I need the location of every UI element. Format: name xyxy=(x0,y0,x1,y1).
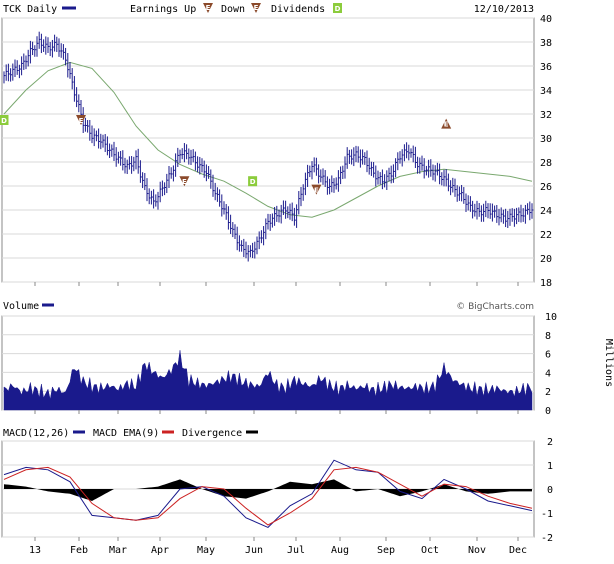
x-tick-label: May xyxy=(197,545,215,556)
svg-text:E: E xyxy=(254,4,259,12)
price-tick-label: 28 xyxy=(540,158,552,169)
price-tick-label: 32 xyxy=(540,110,552,121)
x-tick-label: Jun xyxy=(245,545,263,556)
earnings-down-triangle xyxy=(76,115,86,125)
price-tick-label: 40 xyxy=(540,14,552,25)
x-tick-label: Jul xyxy=(287,545,305,556)
volume-unit-label: Millions xyxy=(603,339,614,387)
event-marker-glyph: E xyxy=(182,178,187,186)
earnings-down-triangle xyxy=(311,184,322,195)
macd-tick-label: 1 xyxy=(547,461,553,472)
event-marker-glyph: D xyxy=(1,117,7,125)
x-tick-label: Sep xyxy=(377,545,395,556)
x-tick-label: Nov xyxy=(468,545,486,556)
price-tick-label: 38 xyxy=(540,38,552,49)
x-tick-label: 13 xyxy=(29,545,41,556)
legend-earnings-up: Earnings Up xyxy=(130,4,196,15)
volume-tick-label: 10 xyxy=(545,312,557,323)
earnings-up-icon: E xyxy=(203,3,213,13)
price-tick-label: 26 xyxy=(540,182,552,193)
bigcharts-credit: © BigCharts.com xyxy=(456,302,534,312)
price-tick-label: 22 xyxy=(540,230,552,241)
event-markers: D E E D E E xyxy=(0,115,452,195)
svg-text:E: E xyxy=(206,4,211,12)
price-grid xyxy=(2,17,534,283)
legend-dividends: Dividends xyxy=(271,4,325,15)
volume-tick-label: 2 xyxy=(545,387,551,398)
dividend-marker: D xyxy=(0,115,9,125)
event-marker-glyph: E xyxy=(444,121,449,129)
volume-title: Volume xyxy=(3,301,39,312)
dividend-marker: D xyxy=(248,176,258,187)
price-tick-label: 34 xyxy=(540,86,552,97)
macd-y-ticks: -2 -1 0 1 2 xyxy=(541,437,553,544)
x-tick-label: Apr xyxy=(151,545,169,556)
event-marker-glyph: E xyxy=(79,117,84,125)
price-tick-label: 24 xyxy=(540,206,552,217)
earnings-down-marker: E xyxy=(179,176,190,187)
volume-tick-label: 6 xyxy=(545,350,551,361)
price-tick-label: 36 xyxy=(540,62,552,73)
earnings-up-marker: E xyxy=(441,118,452,129)
earnings-down-icon: E xyxy=(251,3,261,13)
volume-tick-label: 0 xyxy=(545,406,551,417)
price-bars xyxy=(3,31,534,262)
price-tick-label: 30 xyxy=(540,134,552,145)
macd-ema-line xyxy=(3,466,533,526)
dividend-marker-box xyxy=(248,176,258,187)
earnings-down-marker: E xyxy=(311,184,322,195)
moving-average-line xyxy=(3,61,533,218)
earnings-up-triangle xyxy=(441,118,452,129)
chart-title: TCK Daily xyxy=(3,4,57,15)
x-tick-label: Aug xyxy=(331,545,349,556)
dividend-icon: D xyxy=(333,3,342,13)
macd-line xyxy=(3,459,533,528)
macd-tick-label: 0 xyxy=(547,485,553,496)
macd-panel: -2 -1 0 1 2 MACD(12,26) MACD EMA(9) Divergen… xyxy=(1,428,553,544)
volume-tick-label: 4 xyxy=(545,368,551,379)
x-tick-label: Dec xyxy=(509,545,527,556)
price-y-ticks: 18 20 22 24 26 28 30 32 34 36 38 40 xyxy=(540,14,552,289)
event-marker-glyph: D xyxy=(250,178,256,186)
earnings-down-triangle xyxy=(179,176,190,187)
macd-tick-label: 2 xyxy=(547,437,553,448)
volume-panel: 0 2 4 6 8 10 Volume © BigCharts.com Millions xyxy=(1,301,614,417)
x-tick-label: Mar xyxy=(109,545,127,556)
volume-tick-label: 8 xyxy=(545,331,551,342)
price-tick-label: 20 xyxy=(540,254,552,265)
svg-text:D: D xyxy=(335,5,341,13)
price-tick-label: 18 xyxy=(540,278,552,289)
x-tick-label: Oct xyxy=(421,545,439,556)
earnings-down-marker: E xyxy=(76,115,86,125)
event-marker-glyph: E xyxy=(314,187,319,195)
x-tick-label: Feb xyxy=(70,545,88,556)
volume-y-ticks: 0 2 4 6 8 10 xyxy=(545,312,557,417)
macd-legend-label: MACD(12,26) xyxy=(3,428,69,439)
legend-down: Down xyxy=(221,4,245,15)
chart-date: 12/10/2013 xyxy=(474,4,534,15)
dividend-marker-box xyxy=(0,115,9,125)
price-panel: 18 20 22 24 26 28 30 32 34 36 38 40 D E E D E E TCK Dail… xyxy=(0,3,552,289)
volume-area xyxy=(3,350,533,411)
divergence-area xyxy=(4,479,532,501)
macd-ema-legend-label: MACD EMA(9) xyxy=(93,428,159,439)
x-axis-ticks: 13 Feb Mar Apr May Jun Jul Aug Sep Oct Nov Dec xyxy=(29,282,527,556)
macd-tick-label: -1 xyxy=(541,509,553,520)
macd-tick-label: -2 xyxy=(541,533,553,544)
divergence-legend-label: Divergence xyxy=(182,428,242,439)
